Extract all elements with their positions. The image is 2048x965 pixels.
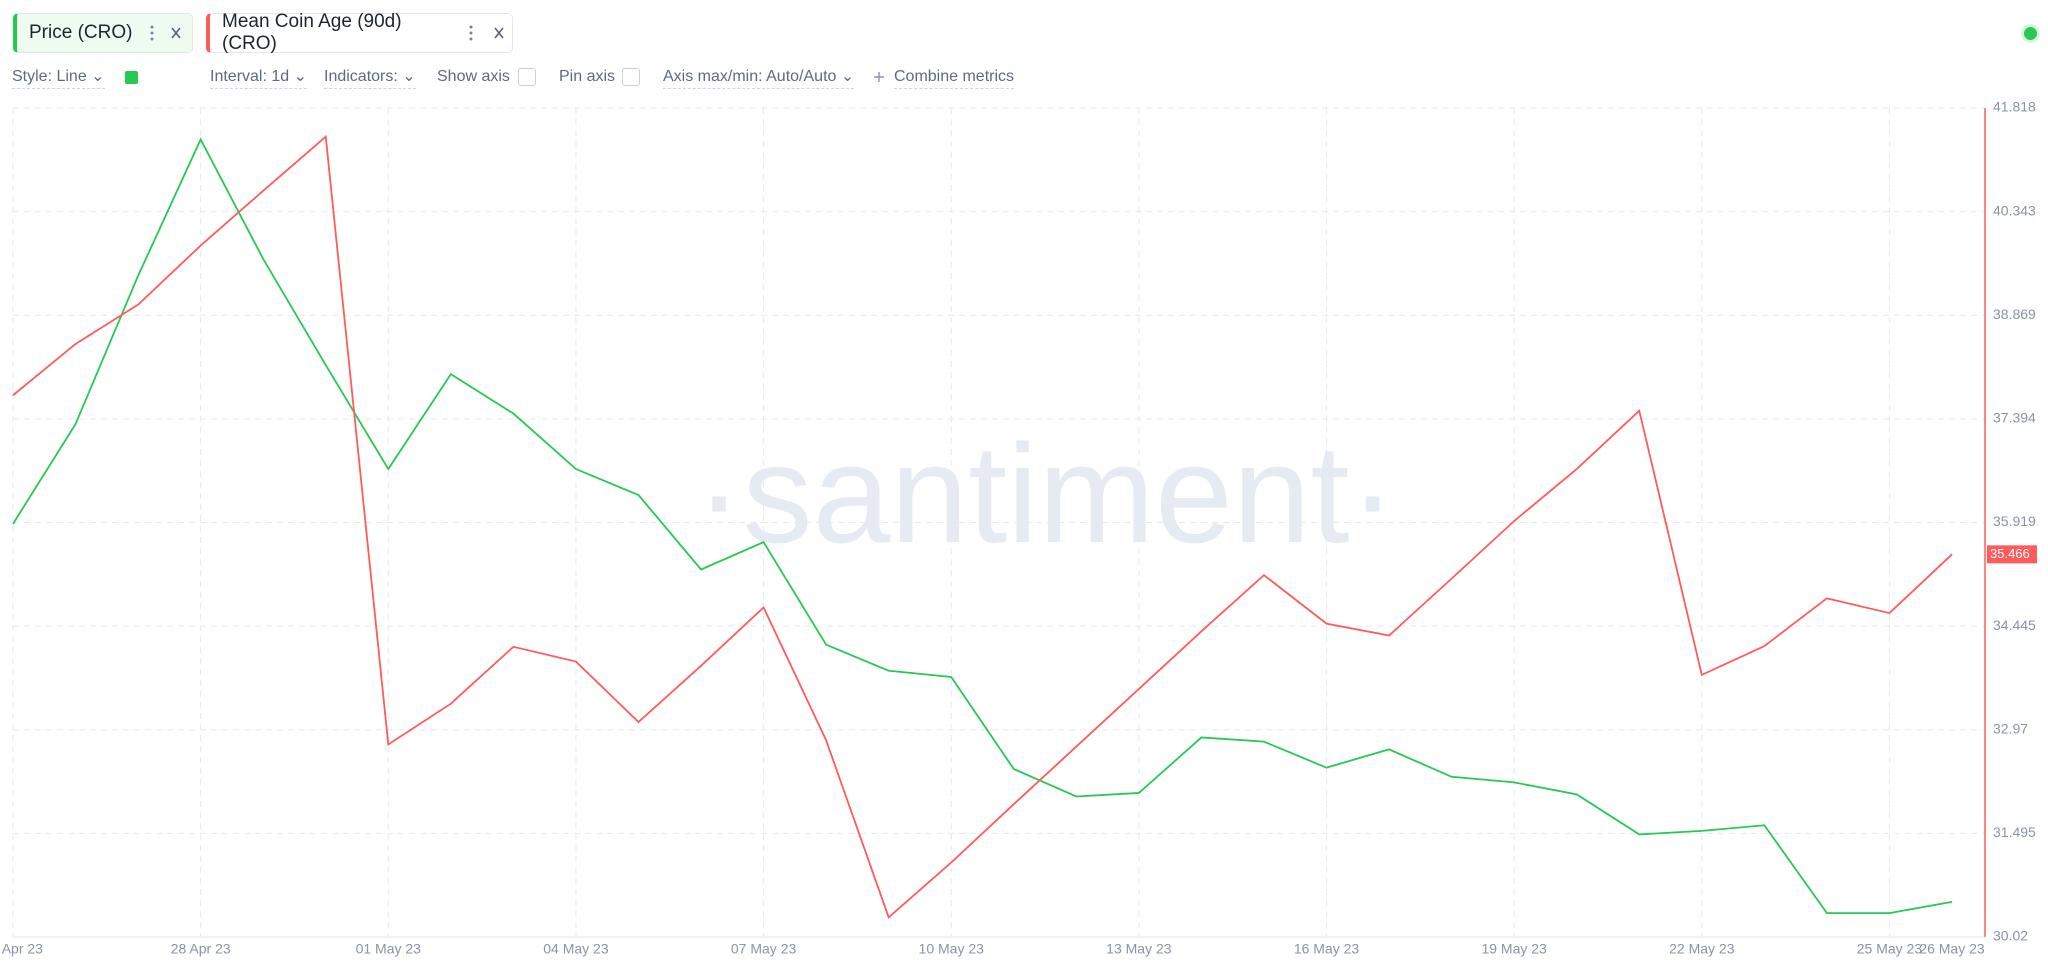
x-tick-label: 04 May 23 <box>543 941 609 957</box>
y-tick-label: 37.394 <box>1993 410 2036 426</box>
series-line <box>12 137 1953 915</box>
metric-chip[interactable]: Price (CRO) <box>13 13 193 53</box>
checkbox[interactable] <box>518 68 536 86</box>
watermark: ·santiment· <box>696 415 1396 572</box>
checkbox[interactable] <box>622 68 640 86</box>
x-tick-label: 01 May 23 <box>356 941 422 957</box>
y-tick-label: 38.869 <box>1993 306 2036 322</box>
y-tick-label: 41.818 <box>1993 99 2036 115</box>
y-tick-label: 31.495 <box>1993 824 2036 840</box>
label: Interval: 1d <box>210 68 290 85</box>
status-dot <box>2024 27 2037 40</box>
combine-metrics[interactable]: Combine metrics <box>894 66 1015 89</box>
x-tick-label: 22 May 23 <box>1669 941 1735 957</box>
x-tick-label: 16 May 23 <box>1294 941 1360 957</box>
x-tick-label: 13 May 23 <box>1106 941 1172 957</box>
chip-label: Mean Coin Age (90d) (CRO) <box>222 11 402 54</box>
x-tick-label: 25 May 23 <box>1857 941 1923 957</box>
show-axis[interactable]: Show axis <box>437 68 510 85</box>
x-tick-label: 25 Apr 23 <box>0 941 43 957</box>
y-tick-label: 32.97 <box>1993 720 2028 736</box>
series-line <box>12 134 1953 919</box>
plus-icon <box>874 72 884 82</box>
last-value-badge <box>1987 545 2037 564</box>
y-tick-label: 34.445 <box>1993 617 2036 633</box>
chip-controls[interactable] <box>146 23 186 43</box>
color-picker[interactable] <box>125 71 138 84</box>
metric-chip[interactable]: Mean Coin Age (90d) (CRO) <box>206 11 513 54</box>
chip-label: Price (CRO) <box>29 22 133 43</box>
indicators-menu[interactable]: Indicators: ⌄ <box>324 66 416 89</box>
y-tick-label: 35.919 <box>1993 513 2036 529</box>
style-menu[interactable]: Style: Line ⌄ <box>12 66 105 89</box>
x-tick-label: 26 May 23 <box>1919 941 1985 957</box>
interval-menu[interactable]: Interval: 1d ⌄ <box>210 66 308 89</box>
x-tick-label: 28 Apr 23 <box>171 941 231 957</box>
pin-axis[interactable]: Pin axis <box>559 68 616 85</box>
label: Style: Line <box>12 68 87 85</box>
chip-controls[interactable] <box>465 23 512 43</box>
label: Axis max/min: Auto/Auto <box>663 68 837 85</box>
last-value-label: 35.466 <box>1990 546 2030 561</box>
x-tick-label: 10 May 23 <box>919 941 985 957</box>
axis-menu[interactable]: Axis max/min: Auto/Auto ⌄ <box>663 66 855 89</box>
x-tick-label: 19 May 23 <box>1481 941 1547 957</box>
label: Indicators: <box>324 68 398 85</box>
y-tick-label: 30.02 <box>1993 928 2028 944</box>
y-tick-label: 40.343 <box>1993 202 2036 218</box>
x-tick-label: 07 May 23 <box>731 941 797 957</box>
